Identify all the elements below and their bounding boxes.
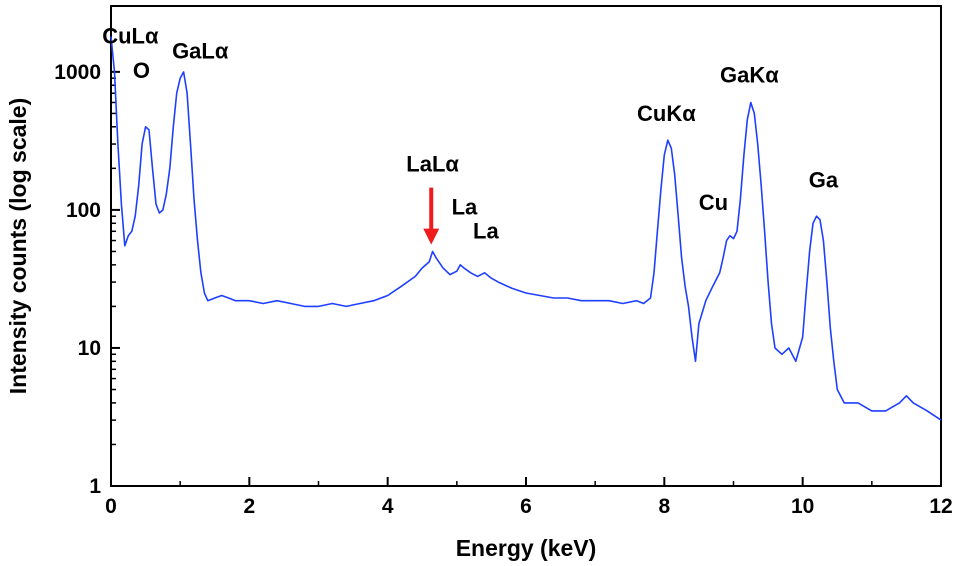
x-axis-ticks: 0 2 4 6 8 10 12 <box>105 477 953 518</box>
y-tick-label: 1 <box>89 475 101 498</box>
peak-label: Ga <box>809 168 839 193</box>
x-tick-label: 4 <box>382 495 394 518</box>
peak-label: GaKα <box>720 62 779 87</box>
peak-label: Cu <box>699 190 728 215</box>
peak-label: LaLα <box>406 151 459 176</box>
peak-label: CuKα <box>637 101 696 126</box>
peak-label: CuLα <box>102 24 159 49</box>
peak-label: La <box>452 194 478 219</box>
arrow-head <box>423 228 440 245</box>
peak-label: GaLα <box>172 38 229 63</box>
spectrum-line <box>110 36 942 421</box>
plot-frame <box>110 5 942 487</box>
peak-label: La <box>473 219 499 244</box>
x-tick-label: 6 <box>520 495 532 518</box>
peak-label: O <box>133 58 150 83</box>
y-tick-label: 1000 <box>54 61 101 84</box>
x-axis-title: Energy (keV) <box>456 535 597 561</box>
x-tick-label: 2 <box>243 495 255 518</box>
lal-alpha-arrow <box>423 187 440 245</box>
x-tick-label: 10 <box>791 495 814 518</box>
y-tick-label: 100 <box>66 199 101 222</box>
y-axis-title: Intensity counts (log scale) <box>5 98 31 395</box>
x-tick-label: 0 <box>105 495 117 518</box>
y-tick-label: 10 <box>78 337 101 360</box>
y-axis-ticks: 1 10 100 1000 <box>54 5 120 498</box>
x-tick-label: 12 <box>929 495 952 518</box>
x-tick-label: 8 <box>658 495 670 518</box>
